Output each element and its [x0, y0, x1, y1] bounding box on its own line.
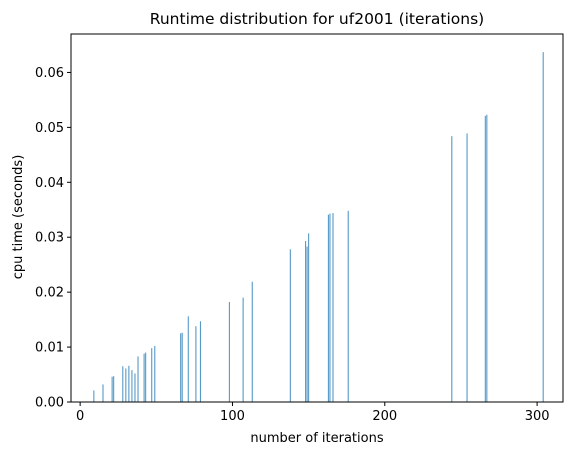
x-tick-label: 0: [76, 409, 84, 424]
bar: [131, 370, 133, 402]
y-axis-ticks: 0.00 0.01 0.02 0.03 0.04 0.05 0.06: [35, 66, 71, 411]
bar: [486, 114, 488, 403]
bar: [242, 297, 244, 402]
y-tick-label: 0.03: [35, 231, 64, 246]
x-axis-label: number of iterations: [250, 431, 383, 446]
bar: [484, 115, 486, 402]
y-axis-label: cpu time (seconds): [11, 155, 26, 280]
plot-frame: [70, 33, 564, 403]
x-tick-label: 100: [220, 409, 245, 424]
bar: [228, 302, 230, 402]
bar: [151, 348, 153, 402]
bar: [154, 345, 156, 402]
bar: [451, 136, 453, 402]
bar: [125, 368, 127, 402]
bar: [251, 281, 253, 402]
bar: [122, 366, 124, 402]
bar: [199, 321, 202, 402]
y-tick-label: 0.01: [35, 341, 64, 356]
bar: [308, 233, 310, 402]
bar: [137, 356, 139, 402]
bar: [181, 332, 183, 402]
bar: [542, 52, 544, 402]
y-tick-label: 0.00: [35, 396, 64, 411]
bar: [329, 213, 331, 402]
x-axis-ticks: 0 100 200 300: [76, 402, 550, 424]
bar: [195, 326, 197, 402]
bar: [180, 333, 182, 402]
bar: [306, 246, 308, 402]
bar: [111, 376, 113, 402]
bar: [347, 210, 349, 402]
bar: [128, 365, 130, 402]
x-tick-label: 200: [372, 409, 397, 424]
bar: [143, 353, 145, 402]
bar: [187, 316, 189, 402]
bar: [134, 373, 136, 402]
bar: [145, 352, 147, 402]
y-tick-label: 0.02: [35, 286, 64, 301]
bar: [305, 241, 307, 402]
bar: [113, 376, 115, 402]
bar: [466, 133, 468, 402]
bar: [102, 384, 104, 402]
y-tick-label: 0.05: [35, 121, 64, 136]
x-tick-label: 300: [525, 409, 550, 424]
y-tick-label: 0.04: [35, 176, 64, 191]
bar: [289, 249, 291, 402]
bar: [332, 213, 334, 402]
bar: [327, 214, 329, 402]
chart-title: Runtime distribution for uf2001 (iterati…: [150, 10, 484, 28]
bar: [93, 390, 95, 402]
y-tick-label: 0.06: [35, 66, 64, 81]
bar-series: [93, 52, 544, 403]
